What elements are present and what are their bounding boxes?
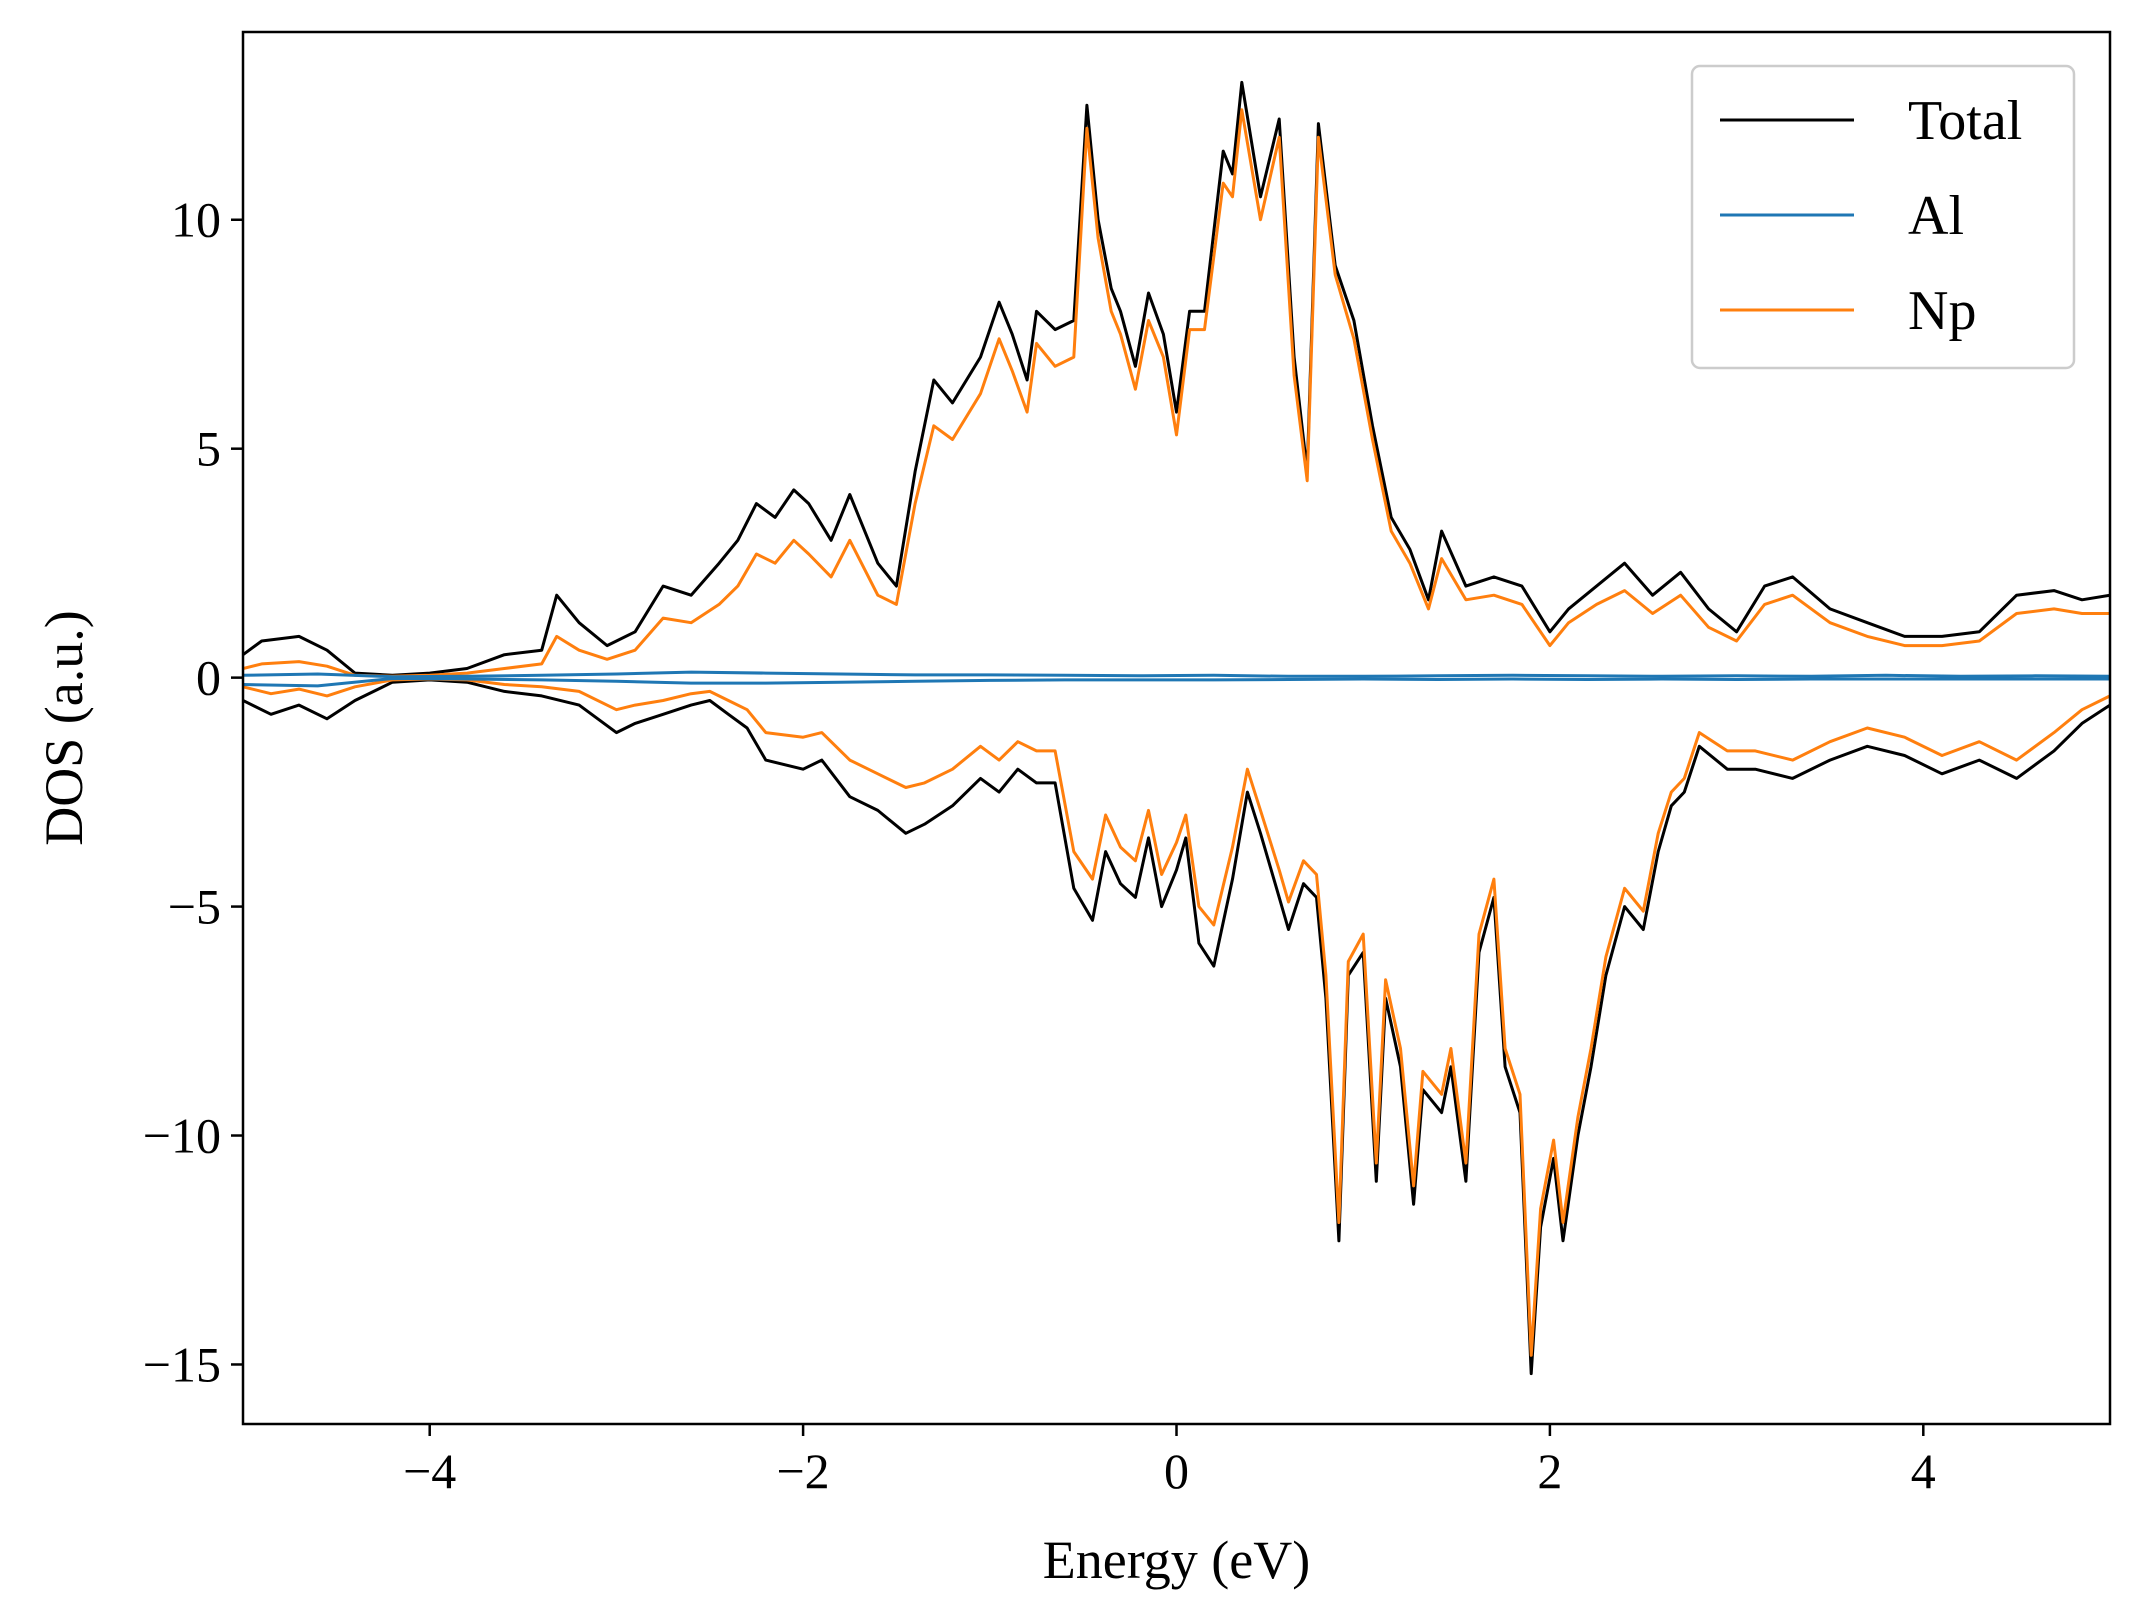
legend: Total Al Np xyxy=(1690,64,2076,370)
legend-label-al: Al xyxy=(1908,185,1964,247)
y-axis-ticks: −15 −10 −5 0 5 10 xyxy=(143,192,243,1392)
y-tick-label: −5 xyxy=(168,879,221,935)
series-line-np-spin-up xyxy=(243,108,2110,678)
y-tick-label: 5 xyxy=(196,421,221,477)
series-line-total-spin-down xyxy=(243,678,2110,1376)
legend-label-np: Np xyxy=(1908,280,1976,342)
series-line-al-spin-up xyxy=(243,670,2110,679)
plot-lines xyxy=(243,80,2110,1376)
y-tick-label: −10 xyxy=(143,1108,221,1164)
y-tick-label: 10 xyxy=(171,192,221,248)
y-tick-label: 0 xyxy=(196,650,221,706)
x-axis-ticks: −4 −2 0 2 4 xyxy=(403,1424,1936,1499)
legend-label-total: Total xyxy=(1908,90,2022,152)
x-tick-label: 4 xyxy=(1911,1443,1936,1499)
y-axis-title: DOS (a.u.) xyxy=(34,610,94,845)
series-line-np-spin-down xyxy=(243,677,2110,1357)
legend-box xyxy=(1690,64,2076,370)
x-tick-label: −4 xyxy=(403,1443,456,1499)
series-line-total-spin-up xyxy=(243,80,2110,677)
series-line-al-spin-down xyxy=(243,677,2110,688)
x-axis-title: Energy (eV) xyxy=(1043,1530,1310,1590)
x-tick-label: −2 xyxy=(776,1443,829,1499)
y-tick-label: −15 xyxy=(143,1336,221,1392)
x-tick-label: 0 xyxy=(1164,1443,1189,1499)
x-tick-label: 2 xyxy=(1537,1443,1562,1499)
